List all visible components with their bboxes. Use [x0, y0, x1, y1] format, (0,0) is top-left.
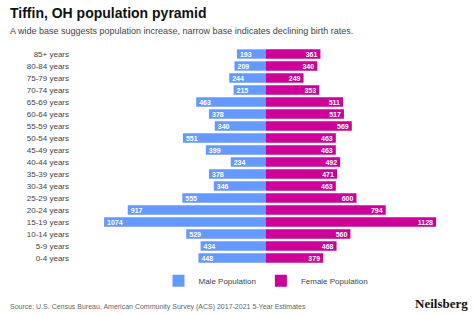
- svg-text:244: 244: [232, 75, 244, 82]
- svg-text:569: 569: [337, 123, 349, 130]
- svg-text:5-9 years: 5-9 years: [36, 242, 69, 251]
- svg-text:517: 517: [329, 111, 341, 118]
- svg-text:45-49 years: 45-49 years: [27, 146, 69, 155]
- svg-text:555: 555: [185, 195, 197, 202]
- svg-text:234: 234: [234, 159, 246, 166]
- svg-text:353: 353: [304, 87, 316, 94]
- svg-text:1128: 1128: [418, 219, 433, 226]
- svg-text:60-64 years: 60-64 years: [27, 110, 69, 119]
- svg-text:193: 193: [240, 51, 252, 58]
- svg-text:249: 249: [289, 75, 301, 82]
- svg-text:70-74 years: 70-74 years: [27, 86, 69, 95]
- svg-text:434: 434: [204, 243, 216, 250]
- svg-text:346: 346: [217, 183, 229, 190]
- svg-text:492: 492: [325, 159, 337, 166]
- svg-text:399: 399: [209, 147, 221, 154]
- svg-text:1074: 1074: [107, 219, 123, 226]
- svg-text:35-39 years: 35-39 years: [27, 170, 69, 179]
- svg-text:560: 560: [336, 231, 348, 238]
- svg-text:551: 551: [186, 135, 198, 142]
- svg-text:378: 378: [212, 111, 224, 118]
- svg-text:85+ years: 85+ years: [34, 50, 69, 59]
- svg-text:Neilsberg: Neilsberg: [415, 296, 468, 311]
- svg-text:529: 529: [189, 231, 201, 238]
- svg-text:468: 468: [322, 243, 334, 250]
- svg-text:20-24 years: 20-24 years: [27, 206, 69, 215]
- svg-text:Male Population: Male Population: [199, 277, 256, 286]
- svg-text:0-4 years: 0-4 years: [36, 254, 69, 263]
- svg-text:Female Population: Female Population: [301, 277, 368, 286]
- svg-text:463: 463: [321, 183, 333, 190]
- svg-text:361: 361: [306, 51, 318, 58]
- svg-text:Tiffin, OH population pyramid: Tiffin, OH population pyramid: [10, 5, 207, 21]
- svg-text:340: 340: [218, 123, 230, 130]
- svg-text:600: 600: [342, 195, 354, 202]
- svg-text:378: 378: [212, 171, 224, 178]
- svg-text:471: 471: [322, 171, 334, 178]
- svg-text:209: 209: [237, 63, 249, 70]
- svg-text:65-69 years: 65-69 years: [27, 98, 69, 107]
- svg-text:794: 794: [371, 207, 383, 214]
- svg-text:463: 463: [321, 135, 333, 142]
- svg-text:340: 340: [302, 63, 314, 70]
- svg-text:917: 917: [131, 207, 143, 214]
- svg-text:511: 511: [329, 99, 340, 106]
- svg-text:448: 448: [201, 255, 213, 262]
- svg-text:40-44 years: 40-44 years: [27, 158, 69, 167]
- svg-text:80-84 years: 80-84 years: [27, 62, 69, 71]
- svg-text:15-19 years: 15-19 years: [27, 218, 69, 227]
- svg-text:55-59 years: 55-59 years: [27, 122, 69, 131]
- svg-text:A wide base suggests populatio: A wide base suggests population increase…: [10, 26, 353, 36]
- svg-text:50-54 years: 50-54 years: [27, 134, 69, 143]
- svg-text:Source: U.S. Census Bureau, Am: Source: U.S. Census Bureau, American Com…: [10, 303, 306, 311]
- svg-text:10-14 years: 10-14 years: [27, 230, 69, 239]
- svg-text:25-29 years: 25-29 years: [27, 194, 69, 203]
- svg-text:379: 379: [308, 255, 320, 262]
- svg-text:463: 463: [321, 147, 333, 154]
- svg-text:463: 463: [199, 99, 211, 106]
- svg-text:75-79 years: 75-79 years: [27, 74, 69, 83]
- svg-text:215: 215: [237, 87, 249, 94]
- svg-text:30-34 years: 30-34 years: [27, 182, 69, 191]
